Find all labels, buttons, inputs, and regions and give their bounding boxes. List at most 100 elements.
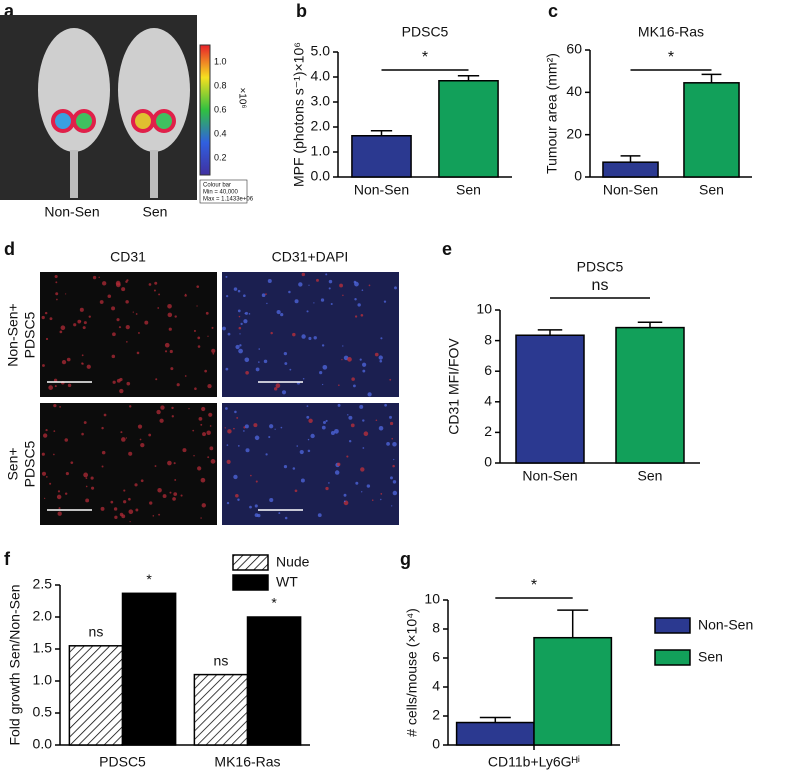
tissue-speck — [58, 507, 61, 510]
significance-label: * — [531, 577, 537, 594]
bar — [68, 645, 124, 746]
tissue-speck — [44, 311, 48, 315]
tissue-speck — [49, 482, 52, 485]
y-tick-label: 0 — [484, 454, 492, 470]
tissue-speck — [339, 283, 343, 288]
tissue-speck — [294, 489, 298, 493]
tissue-speck — [167, 460, 172, 466]
tissue-speck — [380, 337, 383, 340]
tissue-speck — [338, 384, 340, 386]
tissue-speck — [280, 313, 284, 317]
tissue-speck — [306, 405, 309, 408]
tissue-speck — [380, 498, 382, 501]
tissue-speck — [306, 415, 310, 419]
y-tick-label: 2 — [432, 707, 440, 723]
tissue-speck — [119, 512, 124, 517]
tissue-speck — [169, 491, 172, 494]
colorbar-box-text: Colour bar — [203, 183, 231, 189]
tissue-speck — [368, 284, 371, 287]
legend-label: WT — [276, 574, 298, 590]
tissue-speck — [378, 355, 383, 360]
tissue-speck — [167, 303, 172, 309]
tissue-speck — [313, 302, 315, 304]
tissue-speck — [342, 294, 344, 297]
panel-label: d — [4, 239, 15, 259]
tissue-speck — [115, 280, 121, 286]
significance-label: * — [271, 595, 277, 611]
tissue-speck — [225, 275, 228, 278]
tissue-speck — [276, 309, 281, 315]
tissue-speck — [389, 378, 392, 381]
y-tick-label: 2.0 — [311, 118, 331, 134]
row-label: Non-Sen+ — [5, 303, 21, 366]
tissue-speck — [81, 354, 84, 357]
y-tick-label: 2.5 — [33, 576, 53, 592]
y-tick-label: 40 — [566, 83, 582, 99]
tissue-speck — [337, 403, 341, 407]
tissue-speck — [56, 298, 58, 301]
tissue-speck — [343, 493, 347, 497]
tissue-speck — [274, 387, 278, 391]
tissue-speck — [254, 504, 258, 508]
tissue-speck — [225, 407, 228, 410]
tissue-speck — [288, 290, 291, 294]
group-label: Non-Sen — [44, 204, 99, 220]
tissue-speck — [55, 292, 59, 296]
tissue-speck — [144, 320, 149, 325]
tissue-speck — [298, 282, 303, 287]
legend-swatch — [654, 617, 691, 634]
tissue-speck — [200, 423, 203, 426]
tissue-speck — [200, 517, 202, 519]
tissue-speck — [235, 493, 239, 498]
tissue-speck — [238, 348, 243, 354]
tissue-speck — [125, 300, 129, 304]
tissue-speck — [391, 437, 394, 440]
tissue-speck — [157, 487, 162, 493]
tissue-speck — [321, 344, 325, 347]
tissue-speck — [280, 426, 283, 429]
tissue-speck — [248, 313, 251, 315]
group-label: Sen — [143, 204, 168, 220]
tumour-signals — [51, 109, 176, 133]
tissue-speck — [226, 501, 230, 505]
tissue-speck — [392, 464, 395, 468]
tissue-speck — [226, 294, 229, 298]
tissue-speck — [236, 416, 239, 419]
tissue-speck — [392, 441, 397, 447]
tissue-speck — [125, 324, 130, 330]
tissue-speck — [164, 342, 170, 348]
colorbar-tick: 0.8 — [214, 80, 227, 90]
tissue-speck — [375, 419, 378, 422]
mouse — [38, 28, 110, 152]
tissue-speck — [239, 333, 241, 335]
tissue-speck — [85, 477, 88, 479]
tissue-speck — [347, 414, 349, 416]
tissue-speck — [54, 385, 57, 388]
tissue-speck — [193, 329, 196, 332]
tissue-speck — [227, 332, 231, 336]
tissue-speck — [350, 423, 355, 428]
tissue-speck — [254, 435, 260, 441]
chart-title: PDSC5 — [402, 24, 449, 40]
tissue-speck — [390, 476, 393, 480]
x-tick-label: Non-Sen — [354, 182, 409, 198]
tissue-speck — [48, 385, 54, 390]
tissue-speck — [265, 293, 267, 295]
tissue-speck — [205, 311, 209, 315]
chart-title: MK16-Ras — [638, 24, 704, 40]
x-tick-label: MK16-Ras — [214, 754, 280, 770]
error-bar — [637, 321, 663, 328]
tissue-speck — [207, 456, 210, 459]
tissue-speck — [53, 453, 55, 456]
tissue-speck — [283, 465, 288, 469]
tissue-speck — [301, 272, 306, 277]
tissue-speck — [197, 466, 202, 471]
tissue-speck — [308, 284, 310, 286]
chart-title: PDSC5 — [577, 259, 624, 275]
tissue-speck — [92, 275, 97, 280]
tissue-speck — [159, 418, 164, 423]
tissue-speck — [325, 419, 328, 422]
tissue-speck — [371, 499, 374, 501]
tissue-speck — [135, 508, 139, 512]
